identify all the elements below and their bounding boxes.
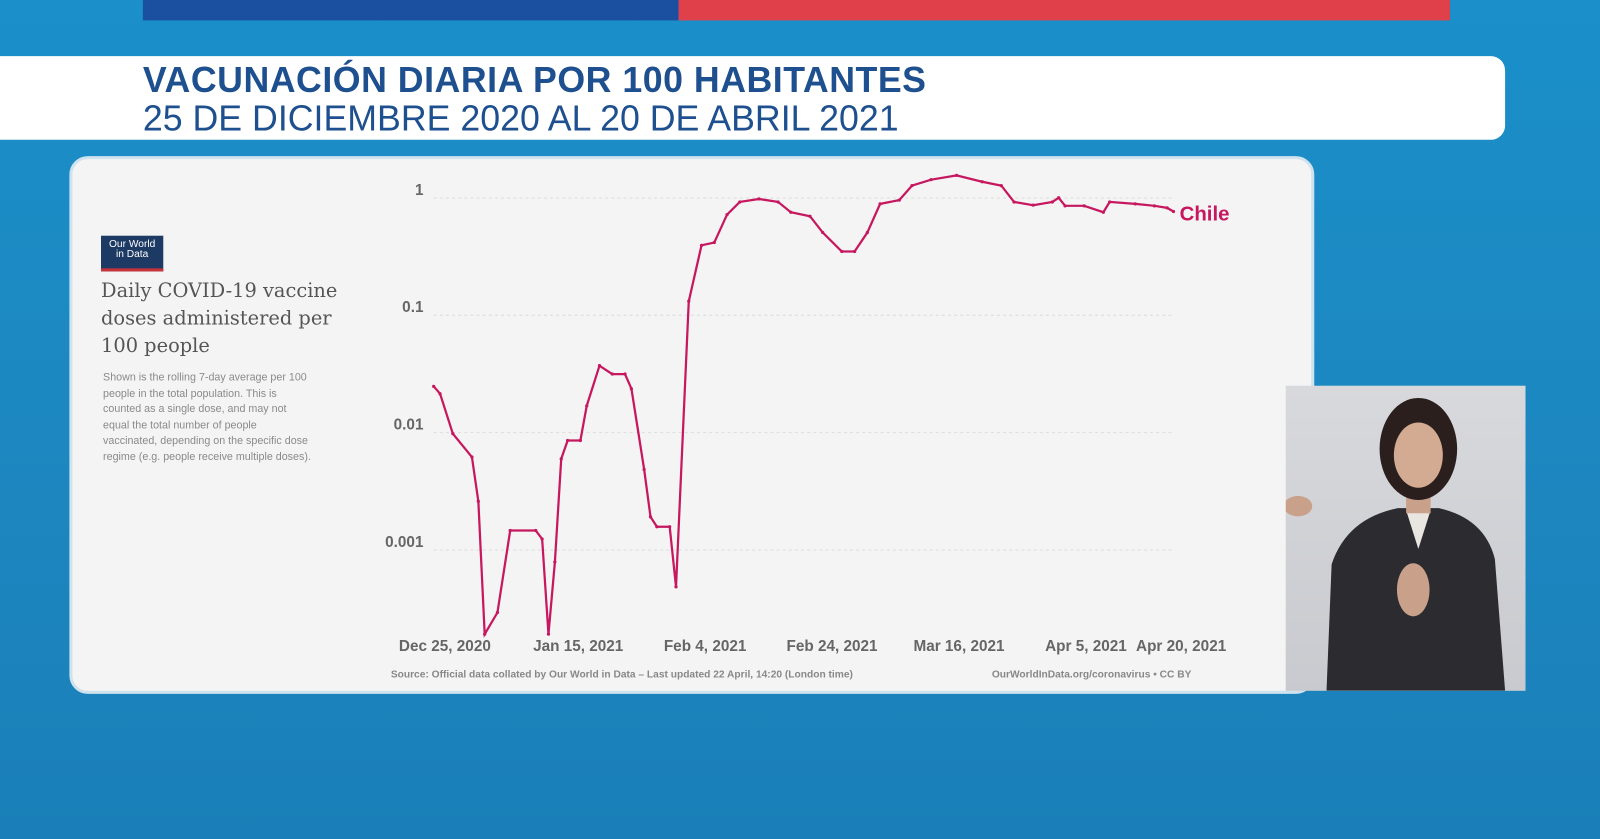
top-bar-blue: [142, 0, 679, 21]
top-bar-red: [678, 0, 1450, 21]
data-point: [687, 299, 691, 303]
data-point: [1101, 210, 1105, 214]
data-point: [565, 438, 570, 443]
data-point: [738, 200, 742, 204]
data-point: [1171, 209, 1176, 214]
data-point: [1031, 203, 1035, 207]
series-label-chile: Chile: [1179, 203, 1230, 226]
data-point: [585, 404, 589, 408]
page-title: VACUNACIÓN DIARIA POR 100 HABITANTES: [142, 60, 927, 100]
data-point: [623, 372, 627, 376]
data-point: [929, 178, 933, 182]
data-point: [495, 610, 500, 615]
data-point: [540, 537, 544, 541]
sign-language-interpreter-video: [1285, 385, 1526, 691]
chart-title: Daily COVID-19 vaccine doses administere…: [101, 279, 338, 358]
data-point: [470, 455, 474, 459]
data-point: [789, 210, 793, 214]
data-point: [910, 183, 914, 188]
data-point: [1050, 200, 1054, 204]
data-point: [476, 499, 480, 504]
data-point: [840, 249, 844, 254]
x-tick-label: Feb 24, 2021: [786, 637, 878, 656]
data-point: [534, 528, 538, 533]
data-point: [954, 173, 959, 178]
x-tick-label: Apr 20, 2021: [1136, 637, 1227, 656]
data-point: [648, 515, 653, 519]
y-tick-label: 1: [414, 181, 424, 199]
data-point: [1165, 206, 1169, 210]
chart-source: Source: Official data collated by Our Wo…: [390, 669, 853, 681]
data-point: [757, 197, 761, 201]
data-point: [553, 560, 557, 564]
y-tick-label: 0.01: [393, 416, 424, 434]
data-point: [451, 431, 455, 436]
data-point: [725, 212, 729, 217]
data-point: [578, 438, 582, 443]
data-point: [432, 384, 436, 388]
logo-line2: in Data: [115, 248, 149, 261]
data-point: [821, 230, 825, 235]
data-point: [610, 372, 614, 376]
x-tick-label: Feb 4, 2021: [663, 637, 747, 656]
data-point: [597, 364, 602, 368]
data-point: [483, 632, 487, 636]
title-banner: VACUNACIÓN DIARIA POR 100 HABITANTES 25 …: [0, 56, 1506, 140]
data-point: [546, 632, 551, 636]
series-line-chile: [432, 174, 1175, 638]
data-point: [1082, 204, 1086, 208]
data-point: [1108, 200, 1112, 204]
data-point: [1012, 200, 1016, 204]
x-tick-label: Dec 25, 2020: [398, 637, 491, 656]
data-point: [999, 183, 1003, 188]
data-point: [897, 198, 901, 202]
data-point: [668, 525, 672, 529]
data-point: [712, 240, 716, 245]
data-point: [559, 457, 563, 461]
data-point: [438, 392, 442, 396]
data-point: [674, 585, 678, 589]
data-point: [1063, 204, 1067, 208]
y-tick-label: 0.001: [385, 533, 424, 552]
owid-logo: Our World in Data: [101, 235, 164, 272]
data-point: [1057, 196, 1061, 200]
data-point: [508, 528, 512, 533]
data-point: [699, 243, 704, 247]
data-point: [629, 387, 634, 391]
page-subtitle: 25 DE DICIEMBRE 2020 AL 20 DE ABRIL 2021: [142, 98, 899, 139]
data-point: [852, 249, 857, 254]
x-tick-label: Jan 15, 2021: [533, 637, 624, 656]
x-tick-label: Mar 16, 2021: [913, 637, 1005, 656]
chart-url: OurWorldInData.org/coronavirus • CC BY: [991, 669, 1192, 681]
data-point: [1152, 204, 1156, 208]
chart-card: [69, 156, 1315, 694]
y-tick-label: 0.1: [402, 298, 424, 317]
logo-line1: Our World: [108, 238, 156, 250]
data-point: [808, 214, 812, 218]
data-point: [1133, 202, 1137, 206]
x-tick-label: Apr 5, 2021: [1045, 637, 1127, 656]
data-point: [655, 525, 659, 529]
interpreter-silhouette: [1285, 397, 1506, 691]
data-point: [878, 202, 882, 206]
data-point: [865, 230, 869, 235]
data-point: [776, 200, 780, 204]
data-point: [980, 180, 984, 184]
chart-description: Shown is the rolling 7-day average per 1…: [103, 371, 311, 463]
data-point: [642, 467, 646, 472]
